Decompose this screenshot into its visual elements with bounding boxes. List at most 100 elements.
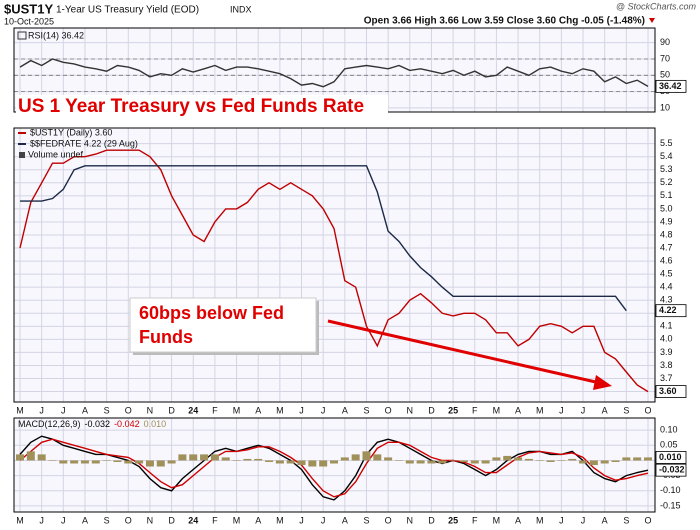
- arrow-head: [593, 375, 612, 390]
- last-value-box: [655, 79, 687, 93]
- x-tick-label: J: [581, 405, 586, 415]
- x-tick-label: D: [168, 405, 175, 415]
- last-value-label: -0.032: [659, 465, 685, 475]
- y-tick-label: 4.1: [660, 321, 673, 331]
- y-tick-label: 4.5: [660, 269, 673, 279]
- x-tick-label: S: [363, 515, 369, 525]
- histogram-bar: [470, 460, 479, 464]
- histogram-bar: [221, 457, 230, 461]
- histogram-bar: [427, 460, 436, 464]
- x-tick-label: O: [644, 515, 651, 525]
- callout-box: [129, 297, 317, 353]
- x-tick-label: M: [233, 515, 241, 525]
- panel-background: [14, 418, 655, 512]
- legend-label: Volume undef: [28, 149, 84, 159]
- x-tick-label: A: [255, 405, 261, 415]
- panel-border: [13, 127, 656, 403]
- histogram-bar: [167, 460, 176, 464]
- macd-label: MACD(12,26,9): [18, 419, 81, 429]
- arrow-shaft: [327, 319, 601, 385]
- histogram-bar: [481, 460, 490, 464]
- y-tick-label: 70: [660, 53, 670, 63]
- last-value-label: 3.60: [659, 386, 677, 396]
- x-tick-label: J: [39, 405, 44, 415]
- x-tick-label: J: [61, 515, 66, 525]
- last-value-box: [655, 304, 687, 318]
- y-tick-label: 4.6: [660, 255, 673, 265]
- histogram-bar: [535, 460, 544, 461]
- x-tick-label: O: [125, 405, 132, 415]
- legend-icon: [19, 152, 25, 158]
- histogram-bar: [568, 458, 577, 461]
- histogram-bar: [254, 458, 263, 461]
- histogram-bar: [611, 460, 620, 462]
- last-value-label: 4.22: [659, 305, 677, 315]
- chart-title: US 1 Year Treasury vs Fed Funds Rate: [18, 96, 364, 117]
- x-tick-label: N: [407, 405, 414, 415]
- down-indicator: [649, 18, 655, 23]
- histogram-bar: [362, 451, 371, 461]
- x-tick-label: J: [299, 515, 304, 525]
- x-tick-label: S: [104, 515, 110, 525]
- x-tick-label: M: [536, 515, 544, 525]
- credit: @ StockCharts.com: [616, 1, 697, 11]
- exchange: INDX: [230, 4, 252, 14]
- histogram-bar: [189, 454, 198, 461]
- symbol: $UST1Y: [4, 1, 53, 16]
- last-value-box: [655, 451, 687, 464]
- x-tick-label: M: [536, 405, 544, 415]
- histogram-bar: [243, 458, 252, 461]
- x-tick-label: O: [385, 405, 392, 415]
- last-value-label: 0.010: [659, 452, 682, 462]
- histogram-bar: [557, 460, 566, 461]
- title-background: [16, 95, 388, 119]
- histogram-bar: [330, 460, 338, 464]
- macd-legend: MACD(12,26,9) -0.032 -0.042 0.010: [18, 419, 166, 429]
- x-tick-label: N: [407, 515, 414, 525]
- histogram-bar: [492, 457, 501, 461]
- x-tick-label: D: [168, 515, 175, 525]
- histogram-bar: [70, 460, 79, 464]
- y-tick-label: 90: [660, 37, 670, 47]
- legend-label: $UST1Y (Daily) 3.60: [30, 127, 112, 137]
- histogram-bar: [37, 454, 46, 461]
- histogram-bar: [124, 460, 133, 464]
- x-tick-label: M: [16, 405, 24, 415]
- x-tick-label: J: [299, 405, 304, 415]
- y-tick-label: 0.05: [660, 440, 678, 450]
- histogram-bar: [135, 460, 144, 464]
- security-name: 1-Year US Treasury Yield (EOD): [56, 5, 199, 16]
- histogram-bar: [297, 460, 306, 465]
- histogram-bar: [200, 454, 209, 461]
- histogram-bar: [514, 457, 523, 461]
- histogram-bar: [275, 460, 284, 464]
- x-tick-label: M: [493, 515, 501, 525]
- y-tick-label: 5.0: [660, 203, 673, 213]
- y-tick-label: 10: [660, 102, 670, 112]
- histogram-bar: [405, 460, 414, 464]
- legend-label: $$FEDRATE 4.22 (29 Aug): [30, 138, 138, 148]
- histogram-bar: [579, 460, 588, 464]
- y-tick-label: -0.15: [660, 500, 681, 510]
- legend-label: -0.042: [114, 419, 140, 429]
- x-tick-label: A: [342, 405, 348, 415]
- y-tick-label: 5.1: [660, 190, 673, 200]
- histogram-bar: [48, 460, 57, 461]
- x-tick-label: S: [623, 515, 629, 525]
- histogram-bar: [59, 460, 68, 464]
- y-tick-label: 3.8: [660, 360, 673, 370]
- legend-label: -0.032: [85, 419, 111, 429]
- legend-label: 0.010: [144, 419, 167, 429]
- histogram-bar: [622, 457, 631, 461]
- histogram-bar: [113, 460, 122, 462]
- histogram-bar: [394, 460, 403, 461]
- histogram-bar: [16, 454, 24, 461]
- y-tick-label: 4.3: [660, 295, 673, 305]
- x-tick-label: J: [581, 515, 586, 525]
- y-tick-label: 4.0: [660, 334, 673, 344]
- x-tick-label: M: [233, 405, 241, 415]
- histogram-bar: [178, 454, 187, 461]
- y-tick-label: 4.8: [660, 229, 673, 239]
- last-value-box: [655, 385, 687, 398]
- x-tick-label: 25: [448, 405, 458, 415]
